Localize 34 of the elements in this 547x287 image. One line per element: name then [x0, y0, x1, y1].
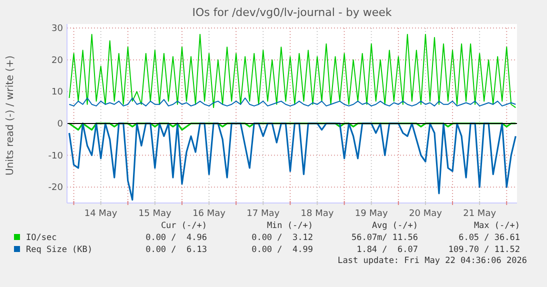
line-series [68, 122, 516, 201]
text: Min (-/+) [266, 221, 313, 231]
y-tick-label: -20 [48, 183, 64, 194]
chart-title: IOs for /dev/vg0/lv-journal - by week [192, 6, 392, 19]
y-tick-label: 20 [52, 56, 64, 66]
text: 1.84 / 6.07 [356, 245, 418, 255]
text: Avg (-/+) [372, 221, 418, 231]
line-series [68, 34, 516, 108]
text: Last update: Fri May 22 04:36:06 2026 [338, 256, 527, 266]
x-tick-label: 19 May [354, 209, 388, 219]
text: Max (-/+) [474, 221, 520, 231]
text: 0.00 / 4.99 [252, 245, 313, 255]
y-axis-title: Units read (-) / write (+) [5, 55, 16, 176]
y-tick-label: -10 [48, 151, 64, 162]
text: 0.00 / 6.13 [146, 245, 207, 255]
text: 0.00 / 3.12 [252, 233, 313, 243]
line-series [68, 98, 516, 106]
x-tick-label: 20 May [409, 209, 443, 219]
legend-label: Req Size (KB) [26, 245, 93, 255]
text: 56.07m/ 11.56 [351, 233, 418, 243]
x-tick-label: 14 May [84, 209, 118, 219]
x-tick-label: 17 May [246, 209, 280, 219]
legend-label: IO/sec [26, 233, 57, 243]
x-tick-label: 16 May [192, 209, 226, 219]
text: 0.00 / 4.96 [146, 233, 207, 243]
y-tick-label: 10 [52, 88, 64, 98]
x-tick-label: 15 May [138, 209, 172, 219]
y-tick-label: 30 [52, 24, 64, 34]
x-tick-label: 21 May [463, 209, 497, 219]
x-tick-label: 18 May [300, 209, 334, 219]
text: Cur (-/+) [160, 221, 207, 231]
text: 6.05 / 36.61 [458, 233, 520, 243]
text: 109.70 / 11.52 [448, 245, 520, 255]
y-tick-label: 0 [57, 119, 64, 130]
